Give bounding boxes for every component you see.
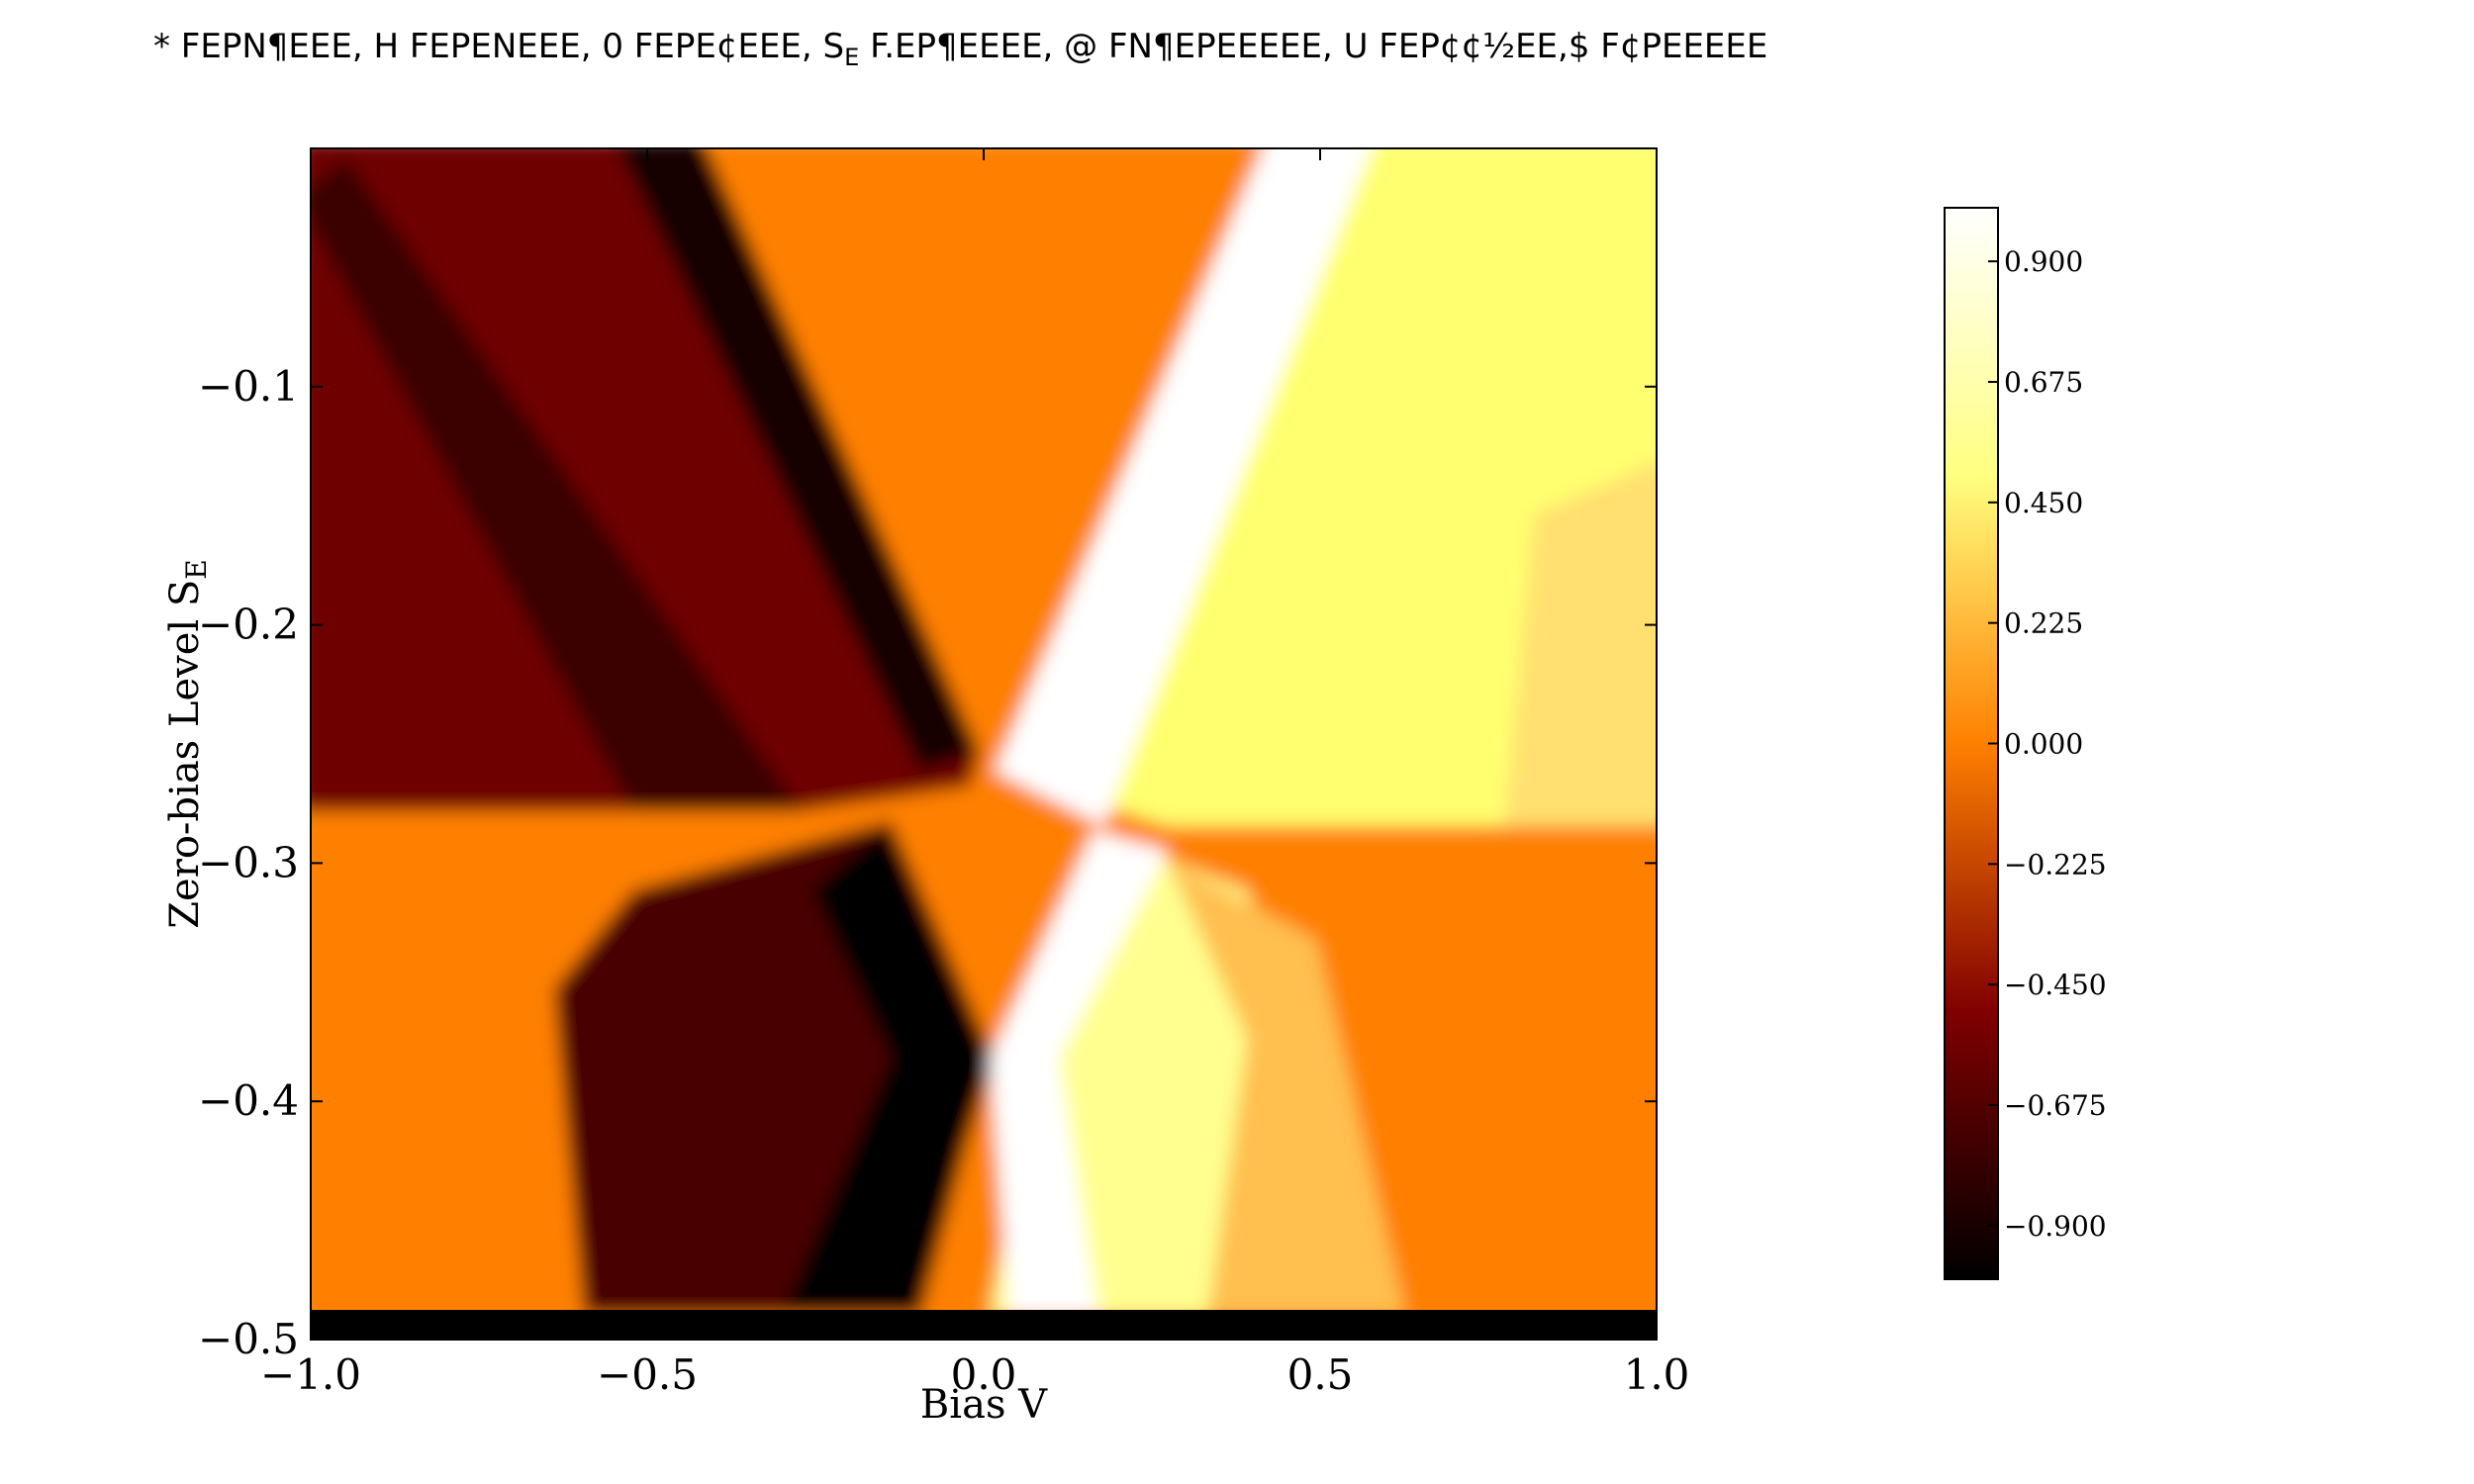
heatmap-plot <box>311 148 1657 1340</box>
colorbar-tick-label: 0.000 <box>2004 728 2083 761</box>
y-tick-label: −0.4 <box>198 1076 299 1125</box>
chart-title: * FEPN¶EEE, H FEPENEEE, 0 FEPE¢EEE, SE F… <box>153 27 1767 71</box>
heatmap-region-center <box>950 772 1029 1059</box>
heatmap-region-lower-left-black-band <box>782 826 990 1316</box>
colorbar: 0.900 0.675 0.450 0.225 0.000 −0.225 −0.450 −0.… <box>1944 207 2107 1280</box>
colorbar-tick-label: 0.900 <box>2004 245 2083 278</box>
y-axis-label: Zero-bias Level SE <box>162 559 213 929</box>
colorbar-tick-label: −0.900 <box>2004 1210 2107 1243</box>
x-tick-label: 0.5 <box>1287 1350 1354 1399</box>
heatmap-region-upper-left-negative <box>311 148 980 811</box>
colorbar-tick-label: −0.675 <box>2004 1089 2107 1122</box>
x-tick-label: 1.0 <box>1624 1350 1690 1399</box>
colorbar-tick-label: −0.450 <box>2004 969 2107 1001</box>
x-tick-label: 0.0 <box>951 1350 1017 1399</box>
heatmap-region-upper-right-white-band <box>995 148 1373 826</box>
x-axis: −1.0 −0.5 0.0 0.5 1.0 <box>260 148 1689 1399</box>
y-axis: −0.1 −0.2 −0.3 −0.4 −0.5 <box>198 362 1657 1363</box>
heatmap-region-upper-left-black-band <box>618 148 980 772</box>
y-tick-label: −0.2 <box>198 601 299 649</box>
colorbar-tick-label: 0.675 <box>2004 366 2083 399</box>
colorbar-tick-label: 0.450 <box>2004 487 2083 519</box>
colorbar-tick-label: 0.225 <box>2004 607 2083 640</box>
colorbar-tick-label: −0.225 <box>2004 848 2107 881</box>
heatmap-region-lower-right-bright <box>1168 861 1405 1316</box>
heatmap-region-upper-left-dark-streak <box>311 158 802 811</box>
x-tick-label: −1.0 <box>260 1350 361 1399</box>
x-axis-label: Bias V <box>920 1382 1048 1428</box>
y-tick-label: −0.5 <box>198 1315 299 1363</box>
heatmap-region-right-lighter <box>1504 461 1657 826</box>
colorbar-ticks: 0.900 0.675 0.450 0.225 0.000 −0.225 −0.450 −0.… <box>1988 245 2107 1243</box>
y-tick-label: −0.3 <box>198 838 299 886</box>
x-tick-label: −0.5 <box>597 1350 698 1399</box>
y-tick-label: −0.1 <box>198 362 299 411</box>
heatmap-region-lower-right-white-band <box>990 831 1168 1316</box>
